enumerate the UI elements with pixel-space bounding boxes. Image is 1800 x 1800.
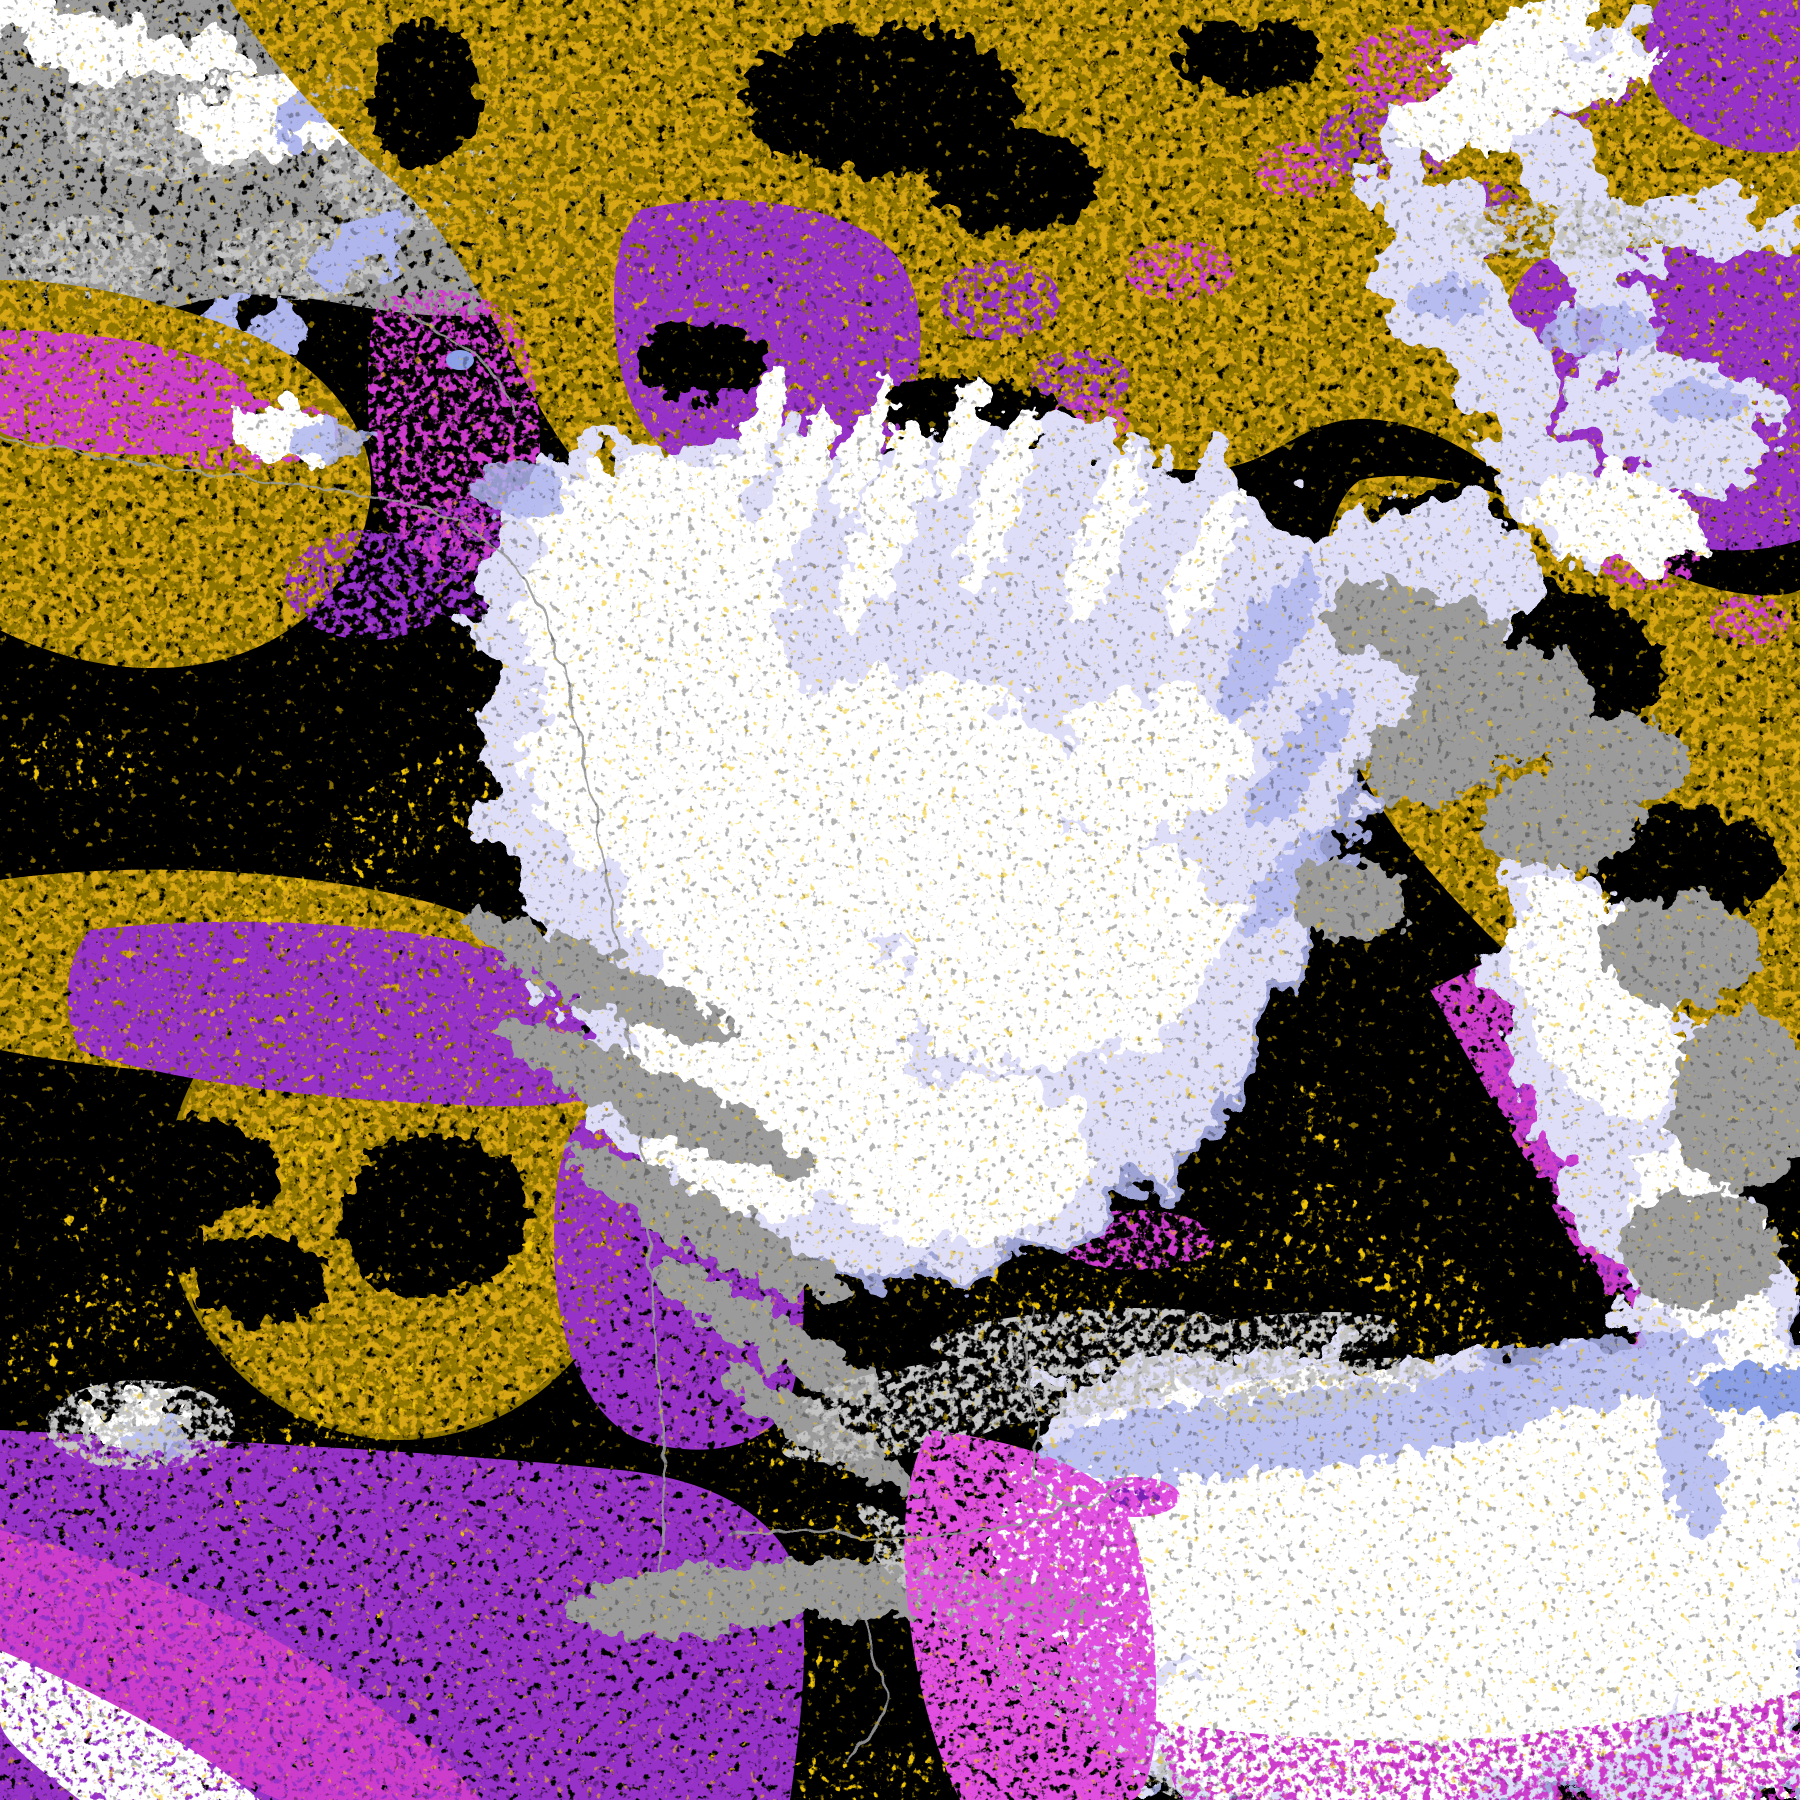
black-dither-overlay xyxy=(0,0,1800,1800)
false-color-satellite-image xyxy=(0,0,1800,1800)
satellite-scene xyxy=(0,0,1800,1800)
